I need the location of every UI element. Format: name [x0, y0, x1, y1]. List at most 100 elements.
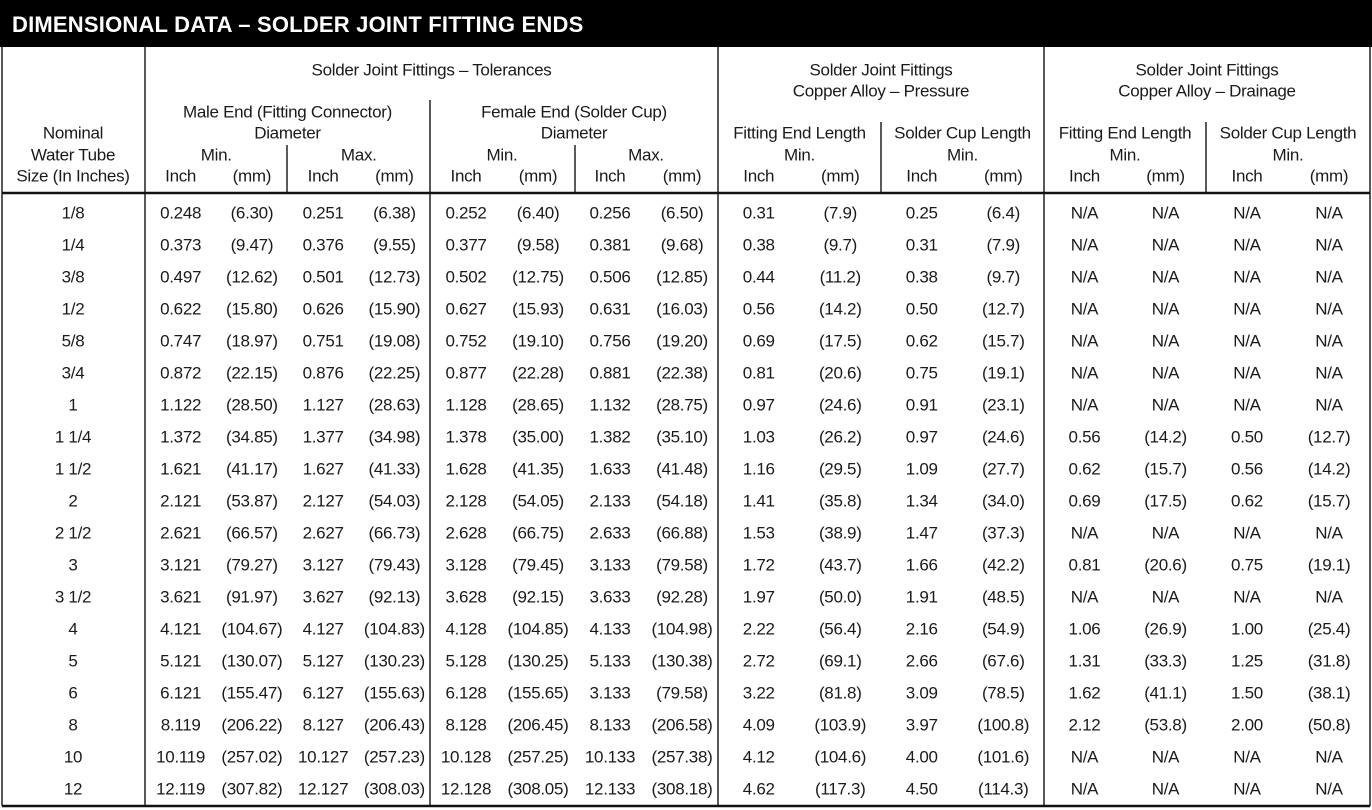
cell: 0.31 — [742, 203, 775, 223]
cell: 1.633 — [589, 459, 631, 479]
group-title: Solder Joint Fittings – Tolerances — [311, 60, 552, 80]
cell: (92.15) — [512, 587, 564, 607]
cell: N/A — [1151, 395, 1180, 415]
cell: 8.128 — [445, 715, 487, 735]
cell: 0.502 — [445, 267, 487, 287]
cell: 3.09 — [905, 683, 938, 703]
cell: (41.48) — [656, 459, 708, 479]
cell: 4.128 — [445, 619, 487, 639]
cell: 8.127 — [302, 715, 344, 735]
cell: N/A — [1070, 363, 1099, 383]
cell: 3.97 — [905, 715, 938, 735]
cell: (9.7) — [823, 235, 858, 255]
cell: 3.22 — [742, 683, 775, 703]
limit-label: Min. — [784, 145, 815, 165]
unit-label: Inch — [165, 166, 197, 186]
subgroup-title: Male End (Fitting Connector) — [183, 102, 392, 122]
cell: 0.56 — [1231, 459, 1263, 479]
cell: 3.133 — [589, 555, 631, 575]
cell: (308.05) — [507, 779, 569, 799]
cell: 0.25 — [905, 203, 938, 223]
cell: N/A — [1070, 395, 1099, 415]
cell: (24.6) — [981, 427, 1025, 447]
cell: 6.127 — [302, 683, 344, 703]
cell: 2.00 — [1231, 715, 1263, 735]
cell: N/A — [1151, 363, 1180, 383]
cell: (130.38) — [651, 651, 713, 671]
cell: 2.128 — [445, 491, 487, 511]
cell: 0.56 — [742, 299, 775, 319]
cell: (79.45) — [512, 555, 564, 575]
cell: 12.128 — [440, 779, 492, 799]
cell: 0.69 — [742, 331, 775, 351]
cell: (31.8) — [1307, 651, 1351, 671]
cell: (7.9) — [823, 203, 858, 223]
cell: 12.119 — [156, 779, 206, 799]
cell: (9.7) — [986, 267, 1021, 287]
tube-size: 5/8 — [61, 331, 85, 351]
cell: (48.5) — [981, 587, 1025, 607]
cell: (41.33) — [368, 459, 421, 479]
cell: (28.75) — [656, 395, 708, 415]
cell: (19.1) — [1307, 555, 1351, 575]
cell: 5.127 — [302, 651, 344, 671]
cell: (18.97) — [225, 331, 278, 351]
unit-label: (mm) — [821, 166, 860, 186]
cell: (9.58) — [516, 235, 560, 255]
cell: 1.09 — [905, 459, 938, 479]
unit-label: (mm) — [1309, 166, 1349, 186]
cell: (25.4) — [1307, 619, 1351, 639]
cell: 1.97 — [742, 587, 775, 607]
cell: 3.121 — [160, 555, 202, 575]
cell: (19.10) — [512, 331, 564, 351]
cell: 0.75 — [905, 363, 938, 383]
unit-label: Inch — [450, 166, 482, 186]
tube-size: 1/2 — [61, 299, 85, 319]
cell: (69.1) — [818, 651, 862, 671]
cell: (130.23) — [363, 651, 425, 671]
cell: 1.66 — [905, 555, 938, 575]
cell: 2.66 — [905, 651, 938, 671]
cell: (11.2) — [819, 267, 862, 287]
cell: (66.75) — [512, 523, 564, 543]
cell: 3.628 — [445, 587, 487, 607]
cell: N/A — [1233, 203, 1261, 223]
cell: (307.82) — [221, 779, 283, 799]
cell: (41.1) — [1144, 683, 1187, 703]
cell: (37.3) — [981, 523, 1025, 543]
cell: (66.57) — [225, 523, 278, 543]
cell: 0.56 — [1068, 427, 1101, 447]
cell: (22.25) — [368, 363, 421, 383]
cell: (16.03) — [656, 299, 708, 319]
cell: (9.68) — [660, 235, 704, 255]
cell: (20.6) — [818, 363, 862, 383]
cell: (155.47) — [221, 683, 283, 703]
cell: (6.40) — [516, 203, 560, 223]
cell: (53.87) — [225, 491, 278, 511]
cell: N/A — [1315, 267, 1343, 287]
unit-label: (mm) — [1146, 166, 1185, 186]
cell: (35.00) — [512, 427, 564, 447]
cell: 1.621 — [160, 459, 202, 479]
cell: 0.497 — [160, 267, 202, 287]
subgroup-title: Diameter — [254, 123, 321, 143]
cell: 12.127 — [298, 779, 349, 799]
cell: N/A — [1315, 363, 1343, 383]
tube-size: 12 — [63, 779, 83, 799]
unit-label: Inch — [1231, 166, 1263, 186]
cell: (104.85) — [507, 619, 569, 639]
cell: N/A — [1151, 779, 1180, 799]
cell: (15.7) — [1307, 491, 1351, 511]
cell: (6.30) — [230, 203, 274, 223]
cell: 1.53 — [742, 523, 775, 543]
cell: 3.128 — [445, 555, 487, 575]
cell: 0.50 — [905, 299, 938, 319]
cell: N/A — [1233, 299, 1261, 319]
cell: N/A — [1070, 747, 1099, 767]
unit-label: (mm) — [375, 166, 414, 186]
size-label: Water Tube — [30, 145, 116, 164]
unit-label: (mm) — [984, 166, 1023, 186]
cell: (38.1) — [1307, 683, 1351, 703]
cell: N/A — [1070, 267, 1099, 287]
cell: 0.881 — [589, 363, 631, 383]
